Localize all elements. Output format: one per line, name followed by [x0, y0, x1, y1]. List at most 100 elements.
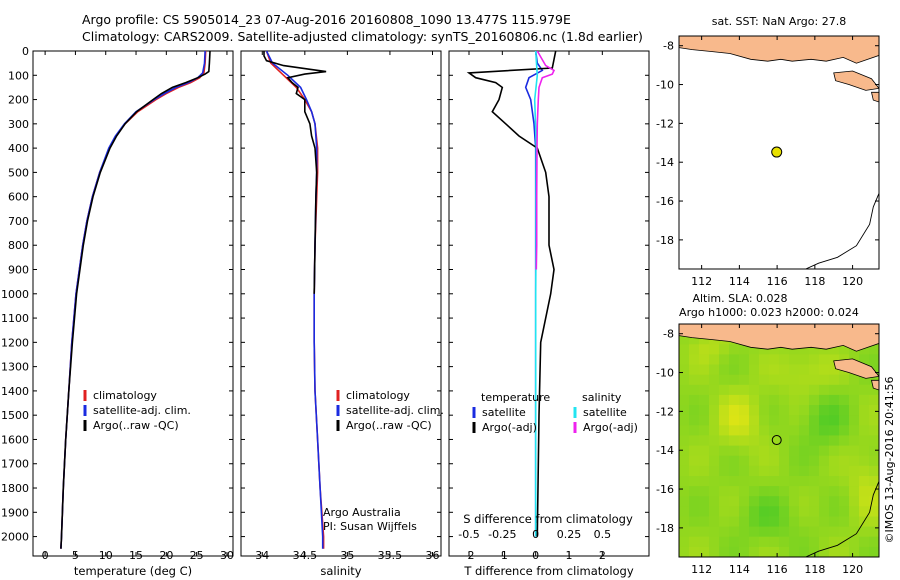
sla-cell: [769, 354, 780, 366]
sla-cell: [799, 384, 810, 396]
sla-cell: [719, 536, 730, 548]
sla-cell: [739, 526, 750, 538]
sla-cell: [699, 455, 710, 467]
sla-cell: [869, 476, 879, 487]
sla-cell: [689, 415, 700, 426]
sla-cell: [749, 354, 760, 366]
sla-cell: [869, 496, 879, 507]
sla-cell: [809, 506, 820, 517]
x-tick-label: 0: [532, 549, 539, 562]
sla-cell: [739, 384, 750, 396]
sla-cell: [769, 364, 780, 376]
sla-cell: [839, 506, 850, 517]
sla-cell: [709, 486, 720, 497]
sla-cell: [779, 415, 790, 426]
sla-cell: [729, 516, 740, 528]
series-group: [60, 51, 211, 549]
sla-cell: [809, 374, 820, 386]
sla-cell: [729, 425, 740, 436]
sla-cell: [679, 496, 690, 507]
sla-cell: [839, 546, 850, 557]
series-line: [466, 51, 557, 537]
sla-cell: [679, 334, 690, 345]
sla-cell: [789, 516, 800, 528]
sla-cell: [799, 364, 810, 376]
sla-cell: [679, 455, 690, 467]
sla-cell: [809, 384, 820, 396]
y-tick-label: 1500: [1, 409, 29, 422]
sla-cell: [819, 394, 830, 406]
sla-cell: [869, 445, 879, 457]
sla-cell: [769, 526, 780, 538]
sla-cell: [729, 354, 740, 366]
sla-cell: [799, 394, 810, 406]
sla-cell: [679, 536, 690, 548]
annotation-text: PI: Susan Wijffels: [323, 520, 417, 533]
sla-cell: [699, 384, 710, 396]
sla-cell: [749, 394, 760, 406]
sla-cell: [819, 354, 830, 366]
sla-cell: [689, 455, 700, 467]
sla-cell: [679, 415, 690, 426]
sla-cell: [729, 496, 740, 507]
sla-cell: [869, 455, 879, 467]
sla-cell: [759, 455, 770, 467]
sla-cell: [799, 465, 810, 477]
sla-cell: [699, 516, 710, 528]
sla-cell: [749, 526, 760, 538]
sla-cell: [739, 536, 750, 548]
sla-cell: [809, 364, 820, 376]
sla-cell: [829, 425, 840, 436]
sla-cell: [799, 526, 810, 538]
sla-cell: [829, 536, 840, 548]
legend-entry: Argo(-adj): [482, 421, 537, 434]
sla-cell: [689, 445, 700, 457]
sla-cell: [759, 425, 770, 436]
sla-cell: [689, 344, 700, 355]
sla-cell: [789, 354, 800, 366]
y-tick-label: 1000: [1, 288, 29, 301]
sla-cell: [779, 394, 790, 406]
sla-cell: [819, 496, 830, 507]
sla-cell: [839, 425, 850, 436]
sla-cell: [739, 465, 750, 477]
sla-cell: [859, 415, 870, 426]
sla-cell: [689, 384, 700, 396]
y-tick-label: -8: [663, 328, 674, 341]
sla-cell: [859, 405, 870, 416]
sla-cell: [829, 465, 840, 477]
sla-cell: [789, 425, 800, 436]
sla-cell: [859, 425, 870, 436]
sla-cell: [799, 486, 810, 497]
sla-cell: [709, 364, 720, 376]
sla-cell: [709, 455, 720, 467]
sla-cell: [829, 354, 840, 366]
sla-cell: [789, 496, 800, 507]
x-tick-label: 112: [691, 275, 712, 288]
sla-cell: [799, 536, 810, 548]
sla-cell: [789, 506, 800, 517]
sla-cell: [819, 374, 830, 386]
sla-cell: [679, 425, 690, 436]
x-tick-label: -2: [464, 549, 475, 562]
y-tick-label: 2000: [1, 531, 29, 544]
sla-cell: [839, 405, 850, 416]
sla-cell: [789, 364, 800, 376]
sla-cell: [729, 435, 740, 447]
sla-cell: [829, 435, 840, 447]
sla-cell: [689, 374, 700, 386]
sla-cell: [799, 476, 810, 487]
sla-cell: [729, 415, 740, 426]
sla-cell: [749, 546, 760, 557]
sla-cell: [829, 394, 840, 406]
sla-cell: [699, 344, 710, 355]
legend-entry: satellite-adj. clim.: [346, 404, 444, 417]
x-tick-label: 20: [159, 549, 173, 562]
sla-cell: [709, 526, 720, 538]
sla-cell: [829, 455, 840, 467]
x-tick-label: 15: [129, 549, 143, 562]
land-polygon: [679, 36, 879, 64]
sla-cell: [769, 374, 780, 386]
sla-cell: [869, 415, 879, 426]
sla-cell: [819, 516, 830, 528]
